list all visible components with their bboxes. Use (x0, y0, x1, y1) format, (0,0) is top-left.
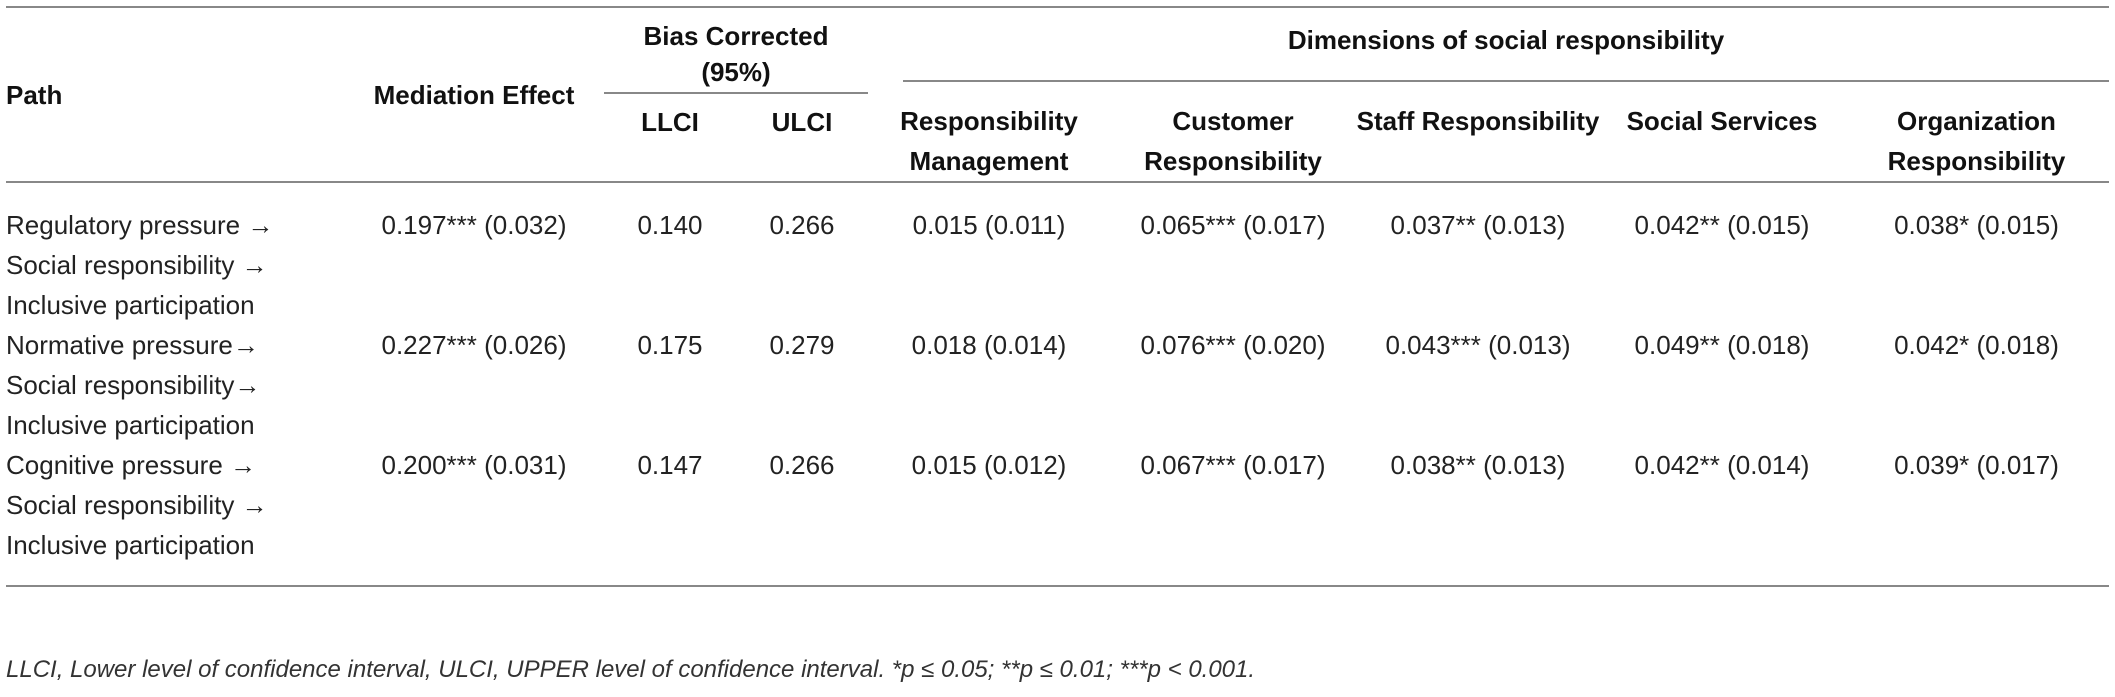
mediation-effect-cell: 0.227*** (0.026) (381, 330, 567, 360)
header-organization-responsibility: Organization Responsibility (1887, 106, 2066, 176)
staff-responsibility-cell: 0.037** (0.013) (1390, 210, 1566, 240)
header-ulci: ULCI (771, 107, 833, 137)
llci-cell: 0.147 (637, 450, 703, 480)
table-footnote: LLCI, Lower level of confidence interval… (6, 656, 1256, 683)
header-bias-corrected: Bias Corrected (95%) (604, 7, 868, 94)
path-cell: Normative pressure→ Social responsibilit… (6, 325, 344, 445)
responsibility-management-cell: 0.015 (0.011) (912, 210, 1066, 240)
social-services-cell: 0.042** (0.015) (1634, 210, 1810, 240)
llci-cell: 0.140 (637, 210, 703, 240)
path-line: Normative pressure→ (6, 330, 259, 360)
customer-responsibility-cell: 0.067*** (0.017) (1140, 450, 1326, 480)
mediation-effect-cell: 0.200*** (0.031) (381, 450, 567, 480)
header-dimensions-label: Dimensions of social responsibility (903, 20, 2109, 82)
customer-responsibility-cell: 0.076*** (0.020) (1140, 330, 1326, 360)
social-services-cell: 0.042** (0.014) (1634, 450, 1810, 480)
path-line: Social responsibility → (6, 250, 268, 280)
path-cell: Regulatory pressure → Social responsibil… (6, 182, 344, 325)
path-line: Inclusive participation (6, 410, 255, 440)
header-path: Path (6, 79, 63, 110)
customer-responsibility-cell: 0.065*** (0.017) (1140, 210, 1326, 240)
path-line: Social responsibility→ (6, 370, 261, 400)
responsibility-management-cell: 0.015 (0.012) (911, 450, 1067, 480)
mediation-table: Path Mediation Effect Bias Corrected (95… (6, 6, 2109, 587)
ulci-cell: 0.279 (769, 330, 835, 360)
path-line: Inclusive participation (6, 290, 255, 320)
path-cell: Cognitive pressure → Social responsibili… (6, 445, 344, 586)
path-line: Cognitive pressure → (6, 450, 256, 480)
header-customer-responsibility: Customer Responsibility (1144, 106, 1322, 176)
staff-responsibility-cell: 0.043*** (0.013) (1385, 330, 1571, 360)
social-services-cell: 0.049** (0.018) (1634, 330, 1810, 360)
header-staff-responsibility: Staff Responsibility (1356, 106, 1600, 136)
llci-cell: 0.175 (637, 330, 703, 360)
path-line: Inclusive participation (6, 530, 255, 560)
header-responsibility-management: Responsibility Management (900, 106, 1078, 176)
table-row: Regulatory pressure → Social responsibil… (6, 182, 2109, 325)
organization-responsibility-cell: 0.038* (0.015) (1894, 210, 2059, 240)
organization-responsibility-cell: 0.039* (0.017) (1894, 450, 2059, 480)
ulci-cell: 0.266 (769, 450, 835, 480)
table-row: Normative pressure→ Social responsibilit… (6, 325, 2109, 445)
header-bias-corrected-label: Bias Corrected (95%) (643, 21, 829, 87)
path-line: Social responsibility → (6, 490, 268, 520)
ulci-cell: 0.266 (769, 210, 835, 240)
staff-responsibility-cell: 0.038** (0.013) (1390, 450, 1566, 480)
organization-responsibility-cell: 0.042* (0.018) (1894, 330, 2059, 360)
header-dimensions: Dimensions of social responsibility (868, 7, 2109, 93)
table-row: Cognitive pressure → Social responsibili… (6, 445, 2109, 586)
path-line: Regulatory pressure → (6, 210, 274, 240)
responsibility-management-cell: 0.018 (0.014) (911, 330, 1067, 360)
header-social-services: Social Services (1626, 106, 1818, 136)
mediation-effect-cell: 0.197*** (0.032) (381, 210, 567, 240)
header-mediation-effect: Mediation Effect (373, 79, 575, 110)
header-llci: LLCI (641, 107, 699, 137)
